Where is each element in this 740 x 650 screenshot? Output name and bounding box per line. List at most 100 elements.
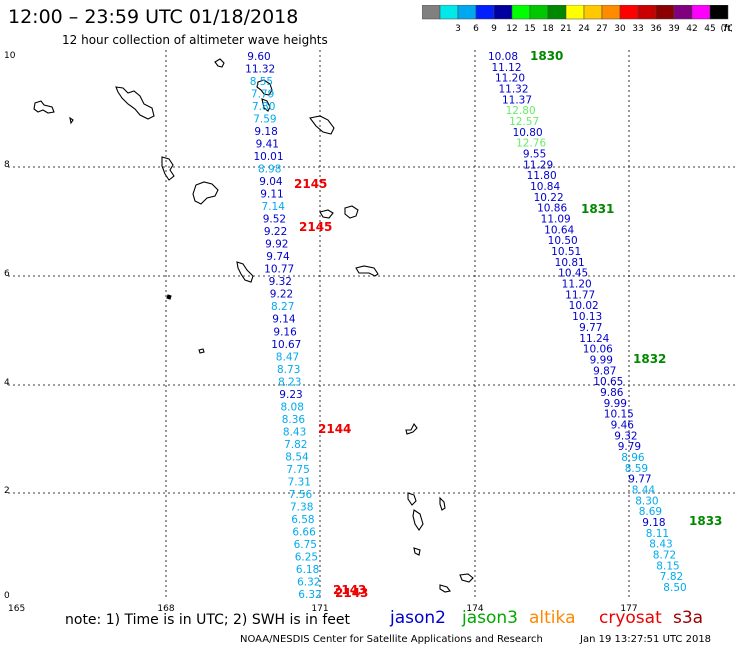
island — [344, 205, 359, 219]
swh-value-label: 7.82 — [660, 571, 683, 583]
island — [33, 100, 55, 114]
color-scale-label: 27 — [596, 24, 607, 34]
swh-value-label: 12.76 — [516, 138, 546, 150]
swh-value-label: 8.72 — [653, 550, 676, 562]
swh-value-label: 9.18 — [254, 126, 277, 138]
island — [309, 115, 335, 135]
swh-value-label: 11.20 — [562, 279, 592, 291]
color-scale-label: 24 — [578, 24, 590, 34]
swh-value-label: 10.80 — [513, 127, 543, 139]
swh-value-label: 8.96 — [621, 452, 645, 464]
island — [319, 209, 334, 219]
pass-time-label: 1831 — [581, 202, 614, 216]
color-scale-label: 15 — [524, 24, 535, 34]
swh-value-label: 10.65 — [593, 376, 623, 388]
swh-value-label: 8.47 — [276, 351, 299, 363]
island — [214, 58, 225, 68]
swh-value-label: 11.24 — [579, 333, 609, 345]
longitude-tick-label: 165 — [8, 604, 25, 614]
swh-value-label: 10.67 — [271, 339, 301, 351]
island — [439, 584, 451, 593]
color-scale-label: 30 — [614, 24, 626, 34]
swh-value-label: 8.43 — [283, 426, 306, 438]
swh-value-label: 7.75 — [286, 464, 309, 476]
swh-value-label: 8.43 — [649, 539, 672, 551]
color-scale-label: 21 — [560, 24, 571, 34]
swh-value-label: 9.92 — [265, 239, 288, 251]
swh-value-label: 10.45 — [558, 268, 588, 280]
swh-value-label: 7.79 — [251, 89, 274, 101]
swh-value-label: 6.18 — [296, 564, 319, 576]
swh-value-label: 9.22 — [264, 226, 287, 238]
swh-value-label: 9.32 — [269, 276, 292, 288]
pass-time-label: 1833 — [689, 514, 722, 528]
swh-value-label: 10.08 — [488, 51, 518, 63]
island-outlines — [33, 58, 474, 593]
swh-value-label: 6.66 — [292, 526, 316, 538]
swh-value-label: 8.73 — [277, 364, 300, 376]
swh-value-label: 11.37 — [502, 94, 532, 106]
island — [166, 294, 172, 300]
legend-cryosat: cryosat — [599, 608, 662, 628]
chart-title: 12:00 – 23:59 UTC 01/18/2018 — [8, 6, 299, 28]
swh-value-label: 9.87 — [593, 365, 616, 377]
swh-value-label: 9.23 — [279, 389, 302, 401]
swh-value-label: 9.60 — [247, 51, 270, 63]
island — [261, 98, 271, 112]
color-scale-label: 42 — [686, 24, 697, 34]
legend-s3a: s3a — [673, 608, 704, 628]
generated-timestamp: Jan 19 13:27:51 UTC 2018 — [580, 634, 712, 645]
longitude-tick-label: 171 — [311, 604, 328, 614]
swh-value-label: 9.77 — [579, 322, 602, 334]
island — [256, 79, 273, 96]
color-scale-label: 3 — [455, 24, 461, 34]
swh-value-label: 8.54 — [285, 451, 309, 463]
island — [192, 181, 219, 205]
swh-value-label: 8.30 — [635, 495, 658, 507]
swh-value-label: 9.55 — [523, 149, 546, 161]
pass-time-label: 2144 — [318, 422, 351, 436]
longitude-tick-label: 168 — [157, 604, 174, 614]
pass-time-label: 1830 — [530, 49, 563, 63]
swh-value-label: 10.01 — [253, 151, 283, 163]
island — [236, 261, 254, 283]
longitude-tick-label: 177 — [620, 604, 637, 614]
longitude-tick-label: 174 — [466, 604, 483, 614]
pass-time-label: 2145 — [294, 177, 327, 191]
color-scale-label: 39 — [668, 24, 680, 34]
pass-time-label: 2143 — [333, 583, 366, 597]
color-scale-label: 18 — [542, 24, 554, 34]
swh-value-label: 8.44 — [632, 485, 656, 497]
swh-value-label: 10.84 — [530, 181, 560, 193]
island — [413, 547, 421, 556]
swh-value-label: 6.25 — [295, 552, 318, 564]
island — [198, 348, 205, 354]
color-scale-label: 9 — [491, 24, 497, 34]
island — [161, 156, 175, 181]
latitude-tick-label: 4 — [4, 378, 10, 388]
island — [69, 116, 74, 125]
swh-value-label: 7.82 — [284, 439, 307, 451]
pass-time-label: 2145 — [299, 220, 332, 234]
swh-value-label: 8.55 — [250, 76, 273, 88]
swh-value-label: 8.69 — [639, 506, 662, 518]
latitude-tick-label: 2 — [4, 486, 10, 496]
swh-value-label: 7.56 — [289, 489, 313, 501]
swh-value-label: 9.04 — [259, 176, 283, 188]
swh-value-label: 7.31 — [288, 476, 311, 488]
swh-value-label: 9.46 — [611, 419, 635, 431]
footnote: note: 1) Time is in UTC; 2) SWH is in fe… — [65, 612, 351, 628]
color-scale-label: 6 — [473, 24, 479, 34]
swh-value-label: 7.80 — [252, 101, 275, 113]
swh-value-label: 9.99 — [590, 354, 613, 366]
color-scale-unit: (ft) — [720, 24, 732, 34]
legend-jason2: jason2 — [390, 608, 446, 628]
swh-value-label: 9.16 — [273, 326, 297, 338]
latitude-tick-label: 10 — [4, 51, 16, 61]
island — [459, 573, 474, 583]
swh-value-label: 9.52 — [263, 214, 286, 226]
color-scale-label: 36 — [650, 24, 662, 34]
island — [405, 422, 418, 435]
